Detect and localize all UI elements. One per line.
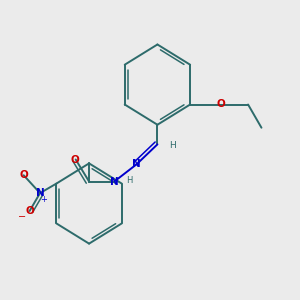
Text: O: O [19,170,28,180]
Text: −: − [18,212,26,222]
Text: N: N [132,159,141,169]
Text: +: + [40,195,47,204]
Text: H: H [126,176,133,185]
Text: N: N [110,176,119,187]
Text: O: O [25,206,34,216]
Text: H: H [169,141,176,150]
Text: O: O [217,99,226,109]
Text: O: O [71,154,80,164]
Text: N: N [36,188,44,198]
